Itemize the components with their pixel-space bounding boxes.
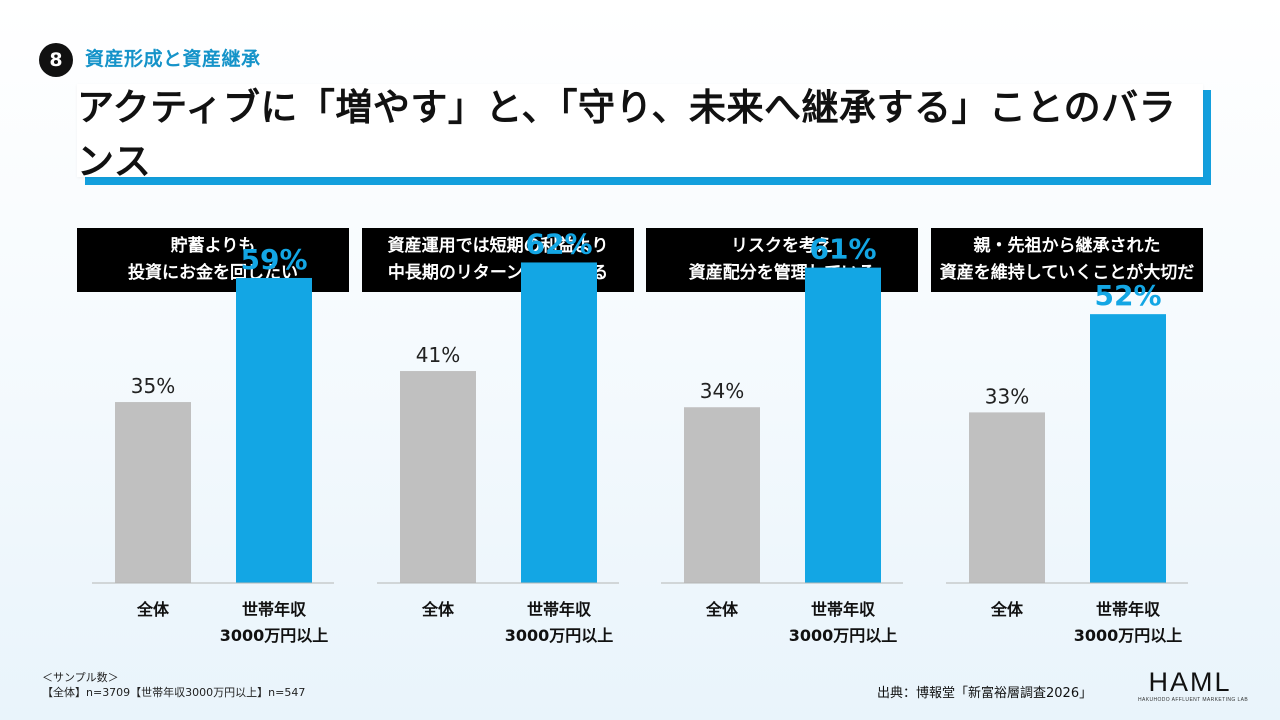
panel-title-line-1: 貯蓄よりも [170, 236, 256, 256]
data-label: 35% [131, 374, 175, 398]
category-label: 全体 [990, 600, 1024, 619]
bar-high-income [805, 267, 881, 583]
category-label: 世帯年収 [242, 600, 307, 619]
panel-title: 親・先祖から継承された資産を維持していくことが大切だ [931, 228, 1203, 292]
bar-overall [115, 402, 191, 583]
category-label: 全体 [421, 600, 455, 619]
panel-title-line-1: 親・先祖から継承された [973, 236, 1161, 256]
category-label: 世帯年収 [811, 600, 876, 619]
sample-size-heading: ＜サンプル数＞ [42, 671, 119, 684]
section-number-badge: 8 [39, 43, 73, 77]
bar-plot: 35% 59% 全体 世帯年収 3000万円以上 [92, 243, 334, 645]
data-label: 34% [700, 379, 744, 403]
panel-title-line-1: 資産運用では短期の利益より [387, 236, 609, 256]
bar-plot: 33% 52% 全体 世帯年収 3000万円以上 [946, 279, 1188, 645]
chart-panel-3: リスクを考え 資産配分を管理している 34% 61% 全体 世帯年収 3000万円以上 [646, 228, 918, 648]
data-label: 33% [985, 384, 1029, 408]
bar-plot: 41% 62% 全体 世帯年収 3000万円以上 [377, 227, 619, 645]
category-label: 全体 [136, 600, 170, 619]
bar-overall [400, 371, 476, 583]
panel-title-line-1: リスクを考え [731, 236, 833, 256]
panel-title-line-2: 資産を維持していくことが大切だ [939, 263, 1195, 283]
chart-panel-4: 親・先祖から継承された資産を維持していくことが大切だ 33% 52% 全体 世帯年収 30… [931, 228, 1203, 648]
category-label: 3000万円以上 [220, 626, 329, 645]
section-title: 資産形成と資産継承 [85, 48, 261, 70]
data-label: 52% [1094, 279, 1161, 312]
data-label: 62% [525, 227, 592, 260]
logo-wordmark: HAML [1148, 667, 1232, 697]
bar-high-income [236, 277, 312, 583]
bar-overall [969, 412, 1045, 583]
category-label: 3000万円以上 [789, 626, 898, 645]
chart-panel-1: 貯蓄よりも 投資にお金を回したい 35% 59% 全体 世帯年収 3000万円以上 [77, 228, 349, 648]
category-label: 3000万円以上 [1074, 626, 1183, 645]
bar-high-income [521, 262, 597, 583]
category-label: 世帯年収 [1096, 600, 1161, 619]
sample-size-values: 【全体】n=3709【世帯年収3000万円以上】n=547 [42, 686, 306, 699]
category-label: 全体 [705, 600, 739, 619]
data-label: 41% [416, 343, 460, 367]
bar-high-income [1090, 314, 1166, 583]
headline: アクティブに「増やす」と、「守り、未来へ継承する」ことのバランス [77, 84, 1203, 183]
category-label: 世帯年収 [527, 600, 592, 619]
bar-overall [684, 407, 760, 583]
haml-logo: HAML HAKUHODO AFFLUENT MARKETING LAB [1138, 667, 1249, 703]
data-label: 61% [809, 233, 876, 266]
data-label: 59% [240, 243, 307, 276]
sample-size-note: ＜サンプル数＞ 【全体】n=3709【世帯年収3000万円以上】n=547 [42, 670, 305, 700]
chart-panel-2: 資産運用では短期の利益より 中長期のリターンを重視する 41% 62% 全体 世帯年収 30… [362, 227, 634, 648]
category-label: 3000万円以上 [505, 626, 614, 645]
source-citation: 出典：博報堂「新富裕層調査2026」 [877, 686, 1093, 701]
bar-plot: 34% 61% 全体 世帯年収 3000万円以上 [661, 233, 903, 645]
logo-subtitle: HAKUHODO AFFLUENT MARKETING LAB [1138, 697, 1249, 703]
